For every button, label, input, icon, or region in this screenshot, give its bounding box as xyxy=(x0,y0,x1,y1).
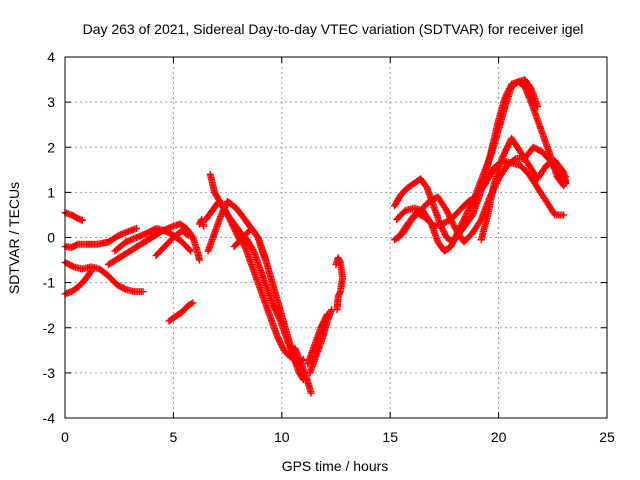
y-tick-label: -1 xyxy=(43,275,56,291)
data-series xyxy=(152,227,193,260)
data-point-marker xyxy=(78,216,86,224)
data-point-marker xyxy=(187,247,195,255)
data-point-marker xyxy=(249,246,257,254)
y-axis-label: SDTVAR / TECUs xyxy=(6,182,22,294)
data-point-marker xyxy=(333,306,341,314)
chart-title: Day 263 of 2021, Sidereal Day-to-day VTE… xyxy=(83,21,584,37)
y-tick-label: -3 xyxy=(43,365,56,381)
data-point-marker xyxy=(189,299,197,307)
data-series xyxy=(195,215,208,230)
axis-ticks: 0 5 10 15 20 25 -4 -3 -2 -1 0 1 2 3 4 xyxy=(43,49,615,445)
y-tick-label: 0 xyxy=(47,230,55,246)
y-tick-label: -4 xyxy=(43,410,56,426)
data-series xyxy=(395,157,568,241)
y-tick-label: -2 xyxy=(43,320,56,336)
data-point-marker xyxy=(323,312,331,320)
data-point-marker xyxy=(200,222,208,230)
x-tick-label: 0 xyxy=(61,429,69,445)
x-axis-label: GPS time / hours xyxy=(282,458,389,474)
x-tick-label: 20 xyxy=(491,429,507,445)
x-tick-label: 5 xyxy=(170,429,178,445)
data-point-marker xyxy=(298,356,306,364)
data-series xyxy=(332,254,347,314)
y-tick-label: 1 xyxy=(47,184,55,200)
data-point-marker xyxy=(323,310,331,318)
data-point-marker xyxy=(195,256,203,264)
data-points xyxy=(61,76,570,397)
data-series xyxy=(306,306,336,377)
data-point-marker xyxy=(299,355,307,363)
data-series xyxy=(165,299,197,325)
data-point-marker xyxy=(561,179,569,187)
data-point-marker xyxy=(560,211,568,219)
data-point-marker xyxy=(183,230,191,238)
data-series xyxy=(111,224,195,255)
data-point-marker xyxy=(139,288,147,296)
data-point-marker xyxy=(120,285,128,293)
data-series xyxy=(527,98,570,190)
data-point-marker xyxy=(185,231,193,239)
data-series xyxy=(61,267,95,298)
data-point-marker xyxy=(187,300,195,308)
data-point-marker xyxy=(307,389,315,397)
data-point-marker xyxy=(186,246,194,254)
data-point-marker xyxy=(87,267,95,275)
data-point-marker xyxy=(336,257,344,265)
x-tick-label: 10 xyxy=(274,429,290,445)
data-point-marker xyxy=(562,177,570,185)
data-point-marker xyxy=(335,291,343,299)
y-tick-label: 4 xyxy=(47,49,55,65)
data-series xyxy=(393,76,542,255)
data-series xyxy=(61,258,147,296)
data-point-marker xyxy=(133,224,141,232)
data-series xyxy=(230,224,307,368)
x-tick-label: 15 xyxy=(382,429,398,445)
data-point-marker xyxy=(68,262,76,270)
y-tick-label: 2 xyxy=(47,139,55,155)
data-series xyxy=(304,310,331,368)
x-tick-label: 25 xyxy=(599,429,615,445)
data-point-marker xyxy=(86,269,94,277)
y-tick-label: 3 xyxy=(47,94,55,110)
